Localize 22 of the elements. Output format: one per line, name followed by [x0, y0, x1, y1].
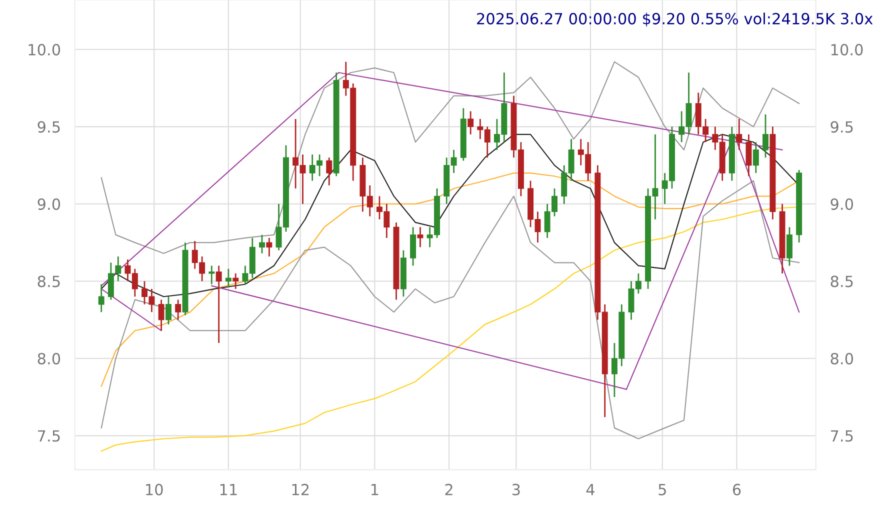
x-tick-label: 11: [220, 484, 237, 496]
y-tick-label: 9.5: [38, 121, 60, 133]
x-tick-label: 12: [292, 484, 309, 496]
y2-tick-label: 8.0: [830, 352, 854, 364]
y2-tick-label: 9.5: [830, 121, 853, 133]
y-tick-label: 7.5: [38, 430, 60, 442]
y2-tick-label: 10.0: [831, 44, 863, 56]
y2-tick-label: 7.5: [830, 430, 853, 442]
text: 2025.06.27 00:00:00 $9.20 0.55% vol:2419.5K 3.0x: [477, 12, 873, 26]
x-tick-label: 4: [586, 484, 594, 496]
y2-tick-label: 8.5: [830, 276, 853, 288]
x-tick-label: 10: [146, 484, 163, 496]
y-tick-label: 9.0: [38, 198, 60, 210]
y-tick-label: 8.0: [38, 352, 60, 364]
x-tick-label: 1: [371, 484, 378, 496]
x-tick-label: 3: [512, 484, 520, 496]
y-tick-label: 8.5: [38, 276, 60, 288]
x-tick-label: 6: [732, 484, 741, 496]
y-tick-label: 10.0: [28, 44, 60, 56]
y2-tick-label: 9.0: [830, 198, 854, 210]
x-tick-label: 2: [445, 484, 452, 496]
x-tick-label: 5: [658, 484, 666, 496]
